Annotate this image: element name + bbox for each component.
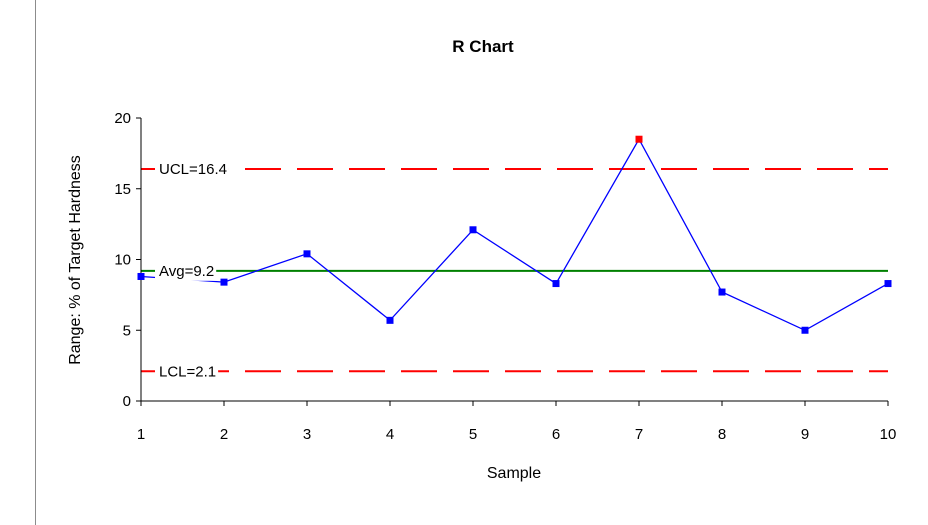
x-tick-label-6: 7 [635, 426, 643, 443]
x-tick-label-5: 6 [552, 426, 560, 443]
y-tick-label-0: 0 [123, 393, 131, 410]
data-point-2 [220, 278, 228, 286]
data-point-3 [303, 250, 311, 258]
y-tick-label-1: 5 [123, 322, 131, 339]
reference-labels: UCL=16.4 Avg=9.2 LCL=2.1 [155, 157, 229, 382]
x-tick-label-4: 5 [469, 426, 477, 443]
y-tick-label-2: 10 [114, 252, 131, 269]
reference-lines [141, 167, 888, 373]
x-tick-label-8: 9 [801, 426, 809, 443]
data-point-10 [884, 280, 892, 288]
x-tick-label-9: 10 [880, 426, 897, 443]
y-tick-label-4: 20 [114, 110, 131, 127]
series-line [140, 137, 889, 332]
x-tick-label-7: 8 [718, 426, 726, 443]
reference-label-1: Avg=9.2 [159, 263, 214, 280]
x-axis-label: Sample [487, 465, 541, 482]
reference-label-bg-0 [155, 157, 229, 179]
data-point-8 [718, 288, 726, 296]
data-point-5 [469, 226, 477, 234]
reference-label-0: UCL=16.4 [159, 161, 227, 178]
data-point-4 [386, 316, 394, 324]
x-tick-label-3: 4 [386, 426, 394, 443]
axes: 0 5 10 15 20 1 2 3 4 5 6 7 8 9 10 [114, 110, 896, 443]
x-tick-label-1: 2 [220, 426, 228, 443]
data-point-9 [801, 326, 809, 334]
data-point-7 [635, 135, 643, 143]
data-point-6 [552, 280, 560, 288]
reference-label-2: LCL=2.1 [159, 363, 216, 380]
x-tick-label-0: 1 [137, 426, 145, 443]
left-border-rule [35, 0, 36, 525]
y-axis-label: Range: % of Target Hardness [67, 155, 84, 365]
data-series [137, 135, 892, 334]
reference-label-bg-1 [155, 259, 217, 281]
chart-title: R Chart [452, 37, 514, 56]
data-point-1 [137, 272, 145, 280]
reference-label-bg-2 [155, 360, 219, 382]
y-tick-label-3: 15 [114, 181, 131, 198]
x-tick-label-2: 3 [303, 426, 311, 443]
